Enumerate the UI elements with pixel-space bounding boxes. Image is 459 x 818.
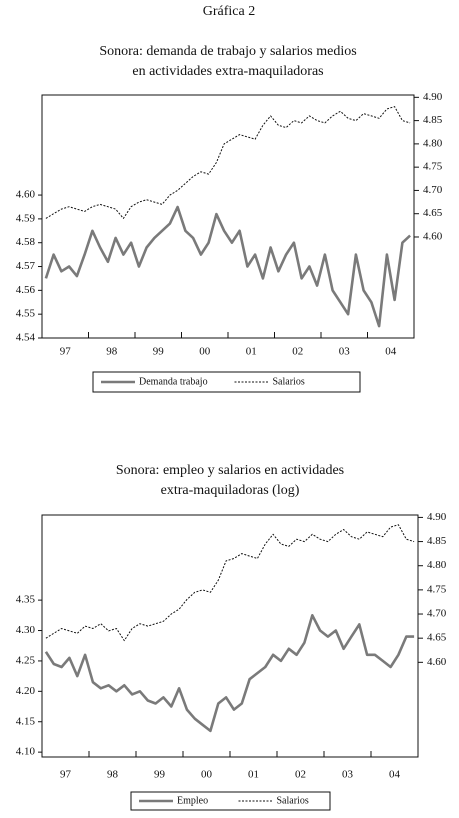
series-line xyxy=(44,614,415,733)
y2-tick-label: 4.65 xyxy=(423,207,443,219)
y-tick-label: 4.56 xyxy=(16,284,36,296)
y2-tick-label: 4.80 xyxy=(427,559,447,571)
series-line xyxy=(44,205,411,328)
y2-tick-label: 4.65 xyxy=(427,632,447,644)
x-tick-label: 02 xyxy=(292,346,303,358)
chart-title: Sonora: demanda de trabajo y salarios me… xyxy=(99,44,356,59)
x-tick-label: 03 xyxy=(342,769,354,781)
y2-tick-label: 4.75 xyxy=(427,583,447,595)
y2-tick-label: 4.85 xyxy=(427,535,447,547)
x-tick-label: 04 xyxy=(389,769,401,781)
x-tick-label: 99 xyxy=(153,346,165,358)
legend-label: Salarios xyxy=(277,795,309,806)
y2-tick-label: 4.80 xyxy=(423,137,443,149)
y2-tick-label: 4.70 xyxy=(427,608,447,620)
x-tick-label: 02 xyxy=(295,769,306,781)
legend-label: Empleo xyxy=(177,795,208,806)
x-tick-label: 98 xyxy=(106,346,118,358)
y-tick-label: 4.15 xyxy=(16,715,36,727)
y-tick-label: 4.25 xyxy=(16,654,36,666)
x-tick-label: 04 xyxy=(385,346,397,358)
y-tick-label: 4.58 xyxy=(16,236,36,248)
x-tick-label: 97 xyxy=(60,769,72,781)
x-tick-label: 01 xyxy=(246,346,257,358)
y-tick-label: 4.59 xyxy=(16,212,36,224)
y-tick-label: 4.35 xyxy=(16,594,36,606)
series-line xyxy=(45,106,411,219)
y-tick-label: 4.54 xyxy=(16,332,36,344)
y-tick-label: 4.60 xyxy=(16,189,36,201)
legend-label: Salarios xyxy=(273,376,305,387)
x-tick-label: 00 xyxy=(201,769,213,781)
x-tick-label: 98 xyxy=(107,769,119,781)
y-tick-label: 4.55 xyxy=(16,308,36,320)
x-tick-label: 01 xyxy=(248,769,259,781)
y-tick-label: 4.10 xyxy=(16,746,36,758)
y2-tick-label: 4.90 xyxy=(423,91,443,103)
y-tick-label: 4.30 xyxy=(16,624,36,636)
y2-tick-label: 4.60 xyxy=(423,231,443,243)
x-tick-label: 97 xyxy=(60,346,72,358)
legend-box xyxy=(130,791,331,811)
y2-tick-label: 4.90 xyxy=(427,511,447,523)
legend-box xyxy=(92,371,361,393)
y2-tick-label: 4.85 xyxy=(423,114,443,126)
y2-tick-label: 4.60 xyxy=(427,656,447,668)
x-tick-label: 00 xyxy=(199,346,211,358)
series-line xyxy=(45,524,415,642)
legend-label: Demanda trabajo xyxy=(139,376,208,387)
page-heading: Gráfica 2 xyxy=(203,4,255,19)
x-tick-label: 03 xyxy=(339,346,351,358)
y-tick-label: 4.57 xyxy=(16,260,36,272)
y2-tick-label: 4.75 xyxy=(423,161,443,173)
y-tick-label: 4.20 xyxy=(16,685,36,697)
y2-tick-label: 4.70 xyxy=(423,184,443,196)
x-tick-label: 99 xyxy=(154,769,166,781)
chart-title: en actividades extra-maquiladoras xyxy=(132,64,323,79)
chart-title: Sonora: empleo y salarios en actividades xyxy=(116,463,344,478)
plot-frame xyxy=(41,94,415,339)
chart-title: extra-maquiladoras (log) xyxy=(161,483,300,498)
